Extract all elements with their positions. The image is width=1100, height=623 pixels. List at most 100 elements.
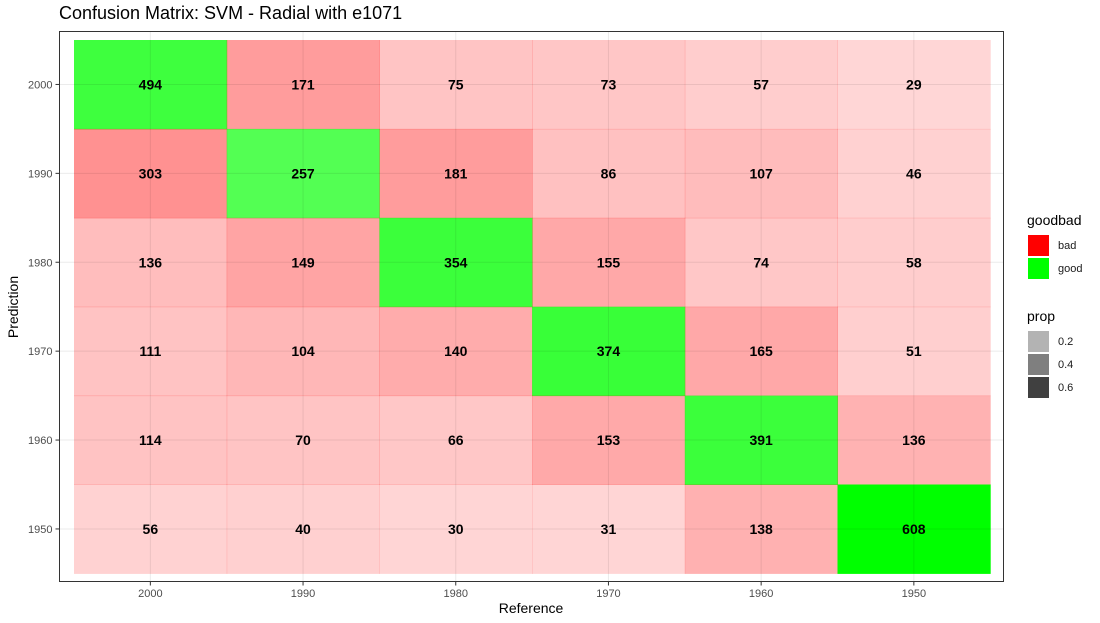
cell-label-1990-1950: 46 bbox=[906, 165, 922, 181]
cell-1950-1950 bbox=[837, 484, 991, 574]
y-axis-title: Prediction bbox=[5, 276, 21, 338]
x-tick-label-1960: 1960 bbox=[749, 588, 773, 600]
legend-label-bad: bad bbox=[1058, 239, 1077, 252]
y-tick-label-1960: 1960 bbox=[28, 435, 52, 447]
legend-label-prop-2: 0.4 bbox=[1058, 358, 1074, 371]
legend-key-prop-2 bbox=[1027, 353, 1050, 376]
legend-prop: prop 0.2 0.4 0.6 bbox=[1027, 308, 1073, 399]
cell-1980-1950 bbox=[837, 217, 991, 308]
cell-1960-2000 bbox=[74, 395, 228, 485]
cell-label-1990-2000: 303 bbox=[139, 165, 163, 181]
cell-1980-1970 bbox=[532, 217, 686, 308]
x-axis-title: Reference bbox=[499, 600, 564, 616]
legend-label-prop-3: 0.6 bbox=[1058, 381, 1074, 394]
legend-key-prop-3 bbox=[1027, 376, 1050, 399]
cell-2000-1990 bbox=[226, 40, 380, 130]
legend-goodbad-title: goodbad bbox=[1027, 212, 1082, 228]
cell-label-2000-1950: 29 bbox=[906, 76, 922, 92]
x-tick-label-2000: 2000 bbox=[138, 588, 162, 600]
cell-label-2000-1970: 73 bbox=[601, 76, 617, 92]
cell-label-1990-1980: 181 bbox=[444, 165, 468, 181]
cell-label-1980-1960: 74 bbox=[753, 254, 769, 270]
cell-1970-1960 bbox=[684, 306, 838, 397]
cell-label-1970-1960: 165 bbox=[749, 343, 773, 359]
cell-1990-1990 bbox=[226, 128, 380, 219]
legend-goodbad: goodbad bad good bbox=[1027, 212, 1082, 280]
cell-1990-1950 bbox=[837, 128, 991, 219]
y-tick-label-1990: 1990 bbox=[28, 168, 52, 180]
cell-label-2000-1980: 75 bbox=[448, 76, 464, 92]
cell-label-1950-1990: 40 bbox=[295, 521, 311, 537]
cell-label-1980-1990: 149 bbox=[291, 254, 315, 270]
cell-label-2000-2000: 494 bbox=[139, 76, 163, 92]
cell-label-1960-1950: 136 bbox=[902, 432, 926, 448]
cell-label-1990-1990: 257 bbox=[291, 165, 315, 181]
cell-label-1990-1970: 86 bbox=[601, 165, 617, 181]
cell-1960-1950 bbox=[837, 395, 991, 485]
cell-label-2000-1990: 171 bbox=[291, 76, 315, 92]
cell-1960-1980 bbox=[379, 395, 533, 485]
cell-2000-1980 bbox=[379, 40, 533, 130]
cell-label-1960-2000: 114 bbox=[139, 432, 162, 448]
cell-label-1970-1980: 140 bbox=[444, 343, 468, 359]
legend-prop-title: prop bbox=[1027, 308, 1056, 324]
cell-label-1970-1990: 104 bbox=[291, 343, 315, 359]
legend-key-bad bbox=[1027, 234, 1050, 257]
cell-label-1950-1970: 31 bbox=[601, 521, 617, 537]
cell-1970-1990 bbox=[226, 306, 380, 397]
cell-1970-1970 bbox=[532, 306, 686, 397]
cell-2000-2000 bbox=[74, 40, 228, 130]
cell-1960-1960 bbox=[684, 395, 838, 485]
legend-entry-good: good bbox=[1027, 257, 1082, 280]
y-tick-label-2000: 2000 bbox=[28, 79, 52, 91]
cell-1990-2000 bbox=[74, 128, 228, 219]
chart-title: Confusion Matrix: SVM - Radial with e107… bbox=[59, 3, 403, 23]
cell-1950-1980 bbox=[379, 484, 533, 574]
cell-label-1950-1950: 608 bbox=[902, 521, 926, 537]
cell-1960-1990 bbox=[226, 395, 380, 485]
cell-label-1960-1960: 391 bbox=[749, 432, 773, 448]
cell-label-1950-1960: 138 bbox=[749, 521, 773, 537]
cell-1980-1980 bbox=[379, 217, 533, 308]
cell-1970-1950 bbox=[837, 306, 991, 397]
y-tick-label-1980: 1980 bbox=[28, 257, 52, 269]
y-axis: 2000 1990 1980 1970 1960 1950 bbox=[28, 79, 60, 536]
cell-2000-1950 bbox=[837, 40, 991, 130]
heatmap-cells bbox=[74, 40, 991, 574]
cell-labels: 494 171 75 73 57 29 303 257 181 86 107 46 136 149 354 1… bbox=[139, 76, 926, 537]
cell-1990-1980 bbox=[379, 128, 533, 219]
cell-1970-2000 bbox=[74, 306, 228, 397]
cell-label-1980-2000: 136 bbox=[139, 254, 163, 270]
x-axis: 2000 1990 1980 1970 1960 1950 bbox=[138, 581, 926, 600]
legend-entry-prop-2: 0.4 bbox=[1027, 353, 1073, 376]
legend-key-prop-1 bbox=[1027, 330, 1050, 353]
cell-label-1990-1960: 107 bbox=[749, 165, 773, 181]
legend-entry-prop-3: 0.6 bbox=[1027, 376, 1073, 399]
cell-label-1970-1970: 374 bbox=[597, 343, 621, 359]
cell-1950-1990 bbox=[226, 484, 380, 574]
x-tick-label-1950: 1950 bbox=[902, 588, 926, 600]
cell-label-1960-1970: 153 bbox=[597, 432, 621, 448]
legend-entry-prop-1: 0.2 bbox=[1027, 330, 1073, 353]
x-tick-label-1990: 1990 bbox=[291, 588, 315, 600]
y-tick-label-1970: 1970 bbox=[28, 346, 52, 358]
cell-1990-1960 bbox=[684, 128, 838, 219]
legend-entry-bad: bad bbox=[1027, 234, 1082, 257]
cell-2000-1960 bbox=[684, 40, 838, 130]
cell-1970-1980 bbox=[379, 306, 533, 397]
cell-label-1950-1980: 30 bbox=[448, 521, 464, 537]
cell-1990-1970 bbox=[532, 128, 686, 219]
grid-lines bbox=[59, 31, 1004, 582]
cell-1980-1960 bbox=[684, 217, 838, 308]
cell-1980-2000 bbox=[74, 217, 228, 308]
panel-border bbox=[59, 31, 1004, 582]
cell-label-1980-1980: 354 bbox=[444, 254, 468, 270]
cell-1950-1960 bbox=[684, 484, 838, 574]
cell-label-1980-1970: 155 bbox=[597, 254, 621, 270]
cell-label-2000-1960: 57 bbox=[753, 76, 769, 92]
cell-1950-1970 bbox=[532, 484, 686, 574]
cell-label-1960-1980: 66 bbox=[448, 432, 464, 448]
legend-key-good bbox=[1027, 257, 1050, 280]
x-tick-label-1980: 1980 bbox=[444, 588, 468, 600]
